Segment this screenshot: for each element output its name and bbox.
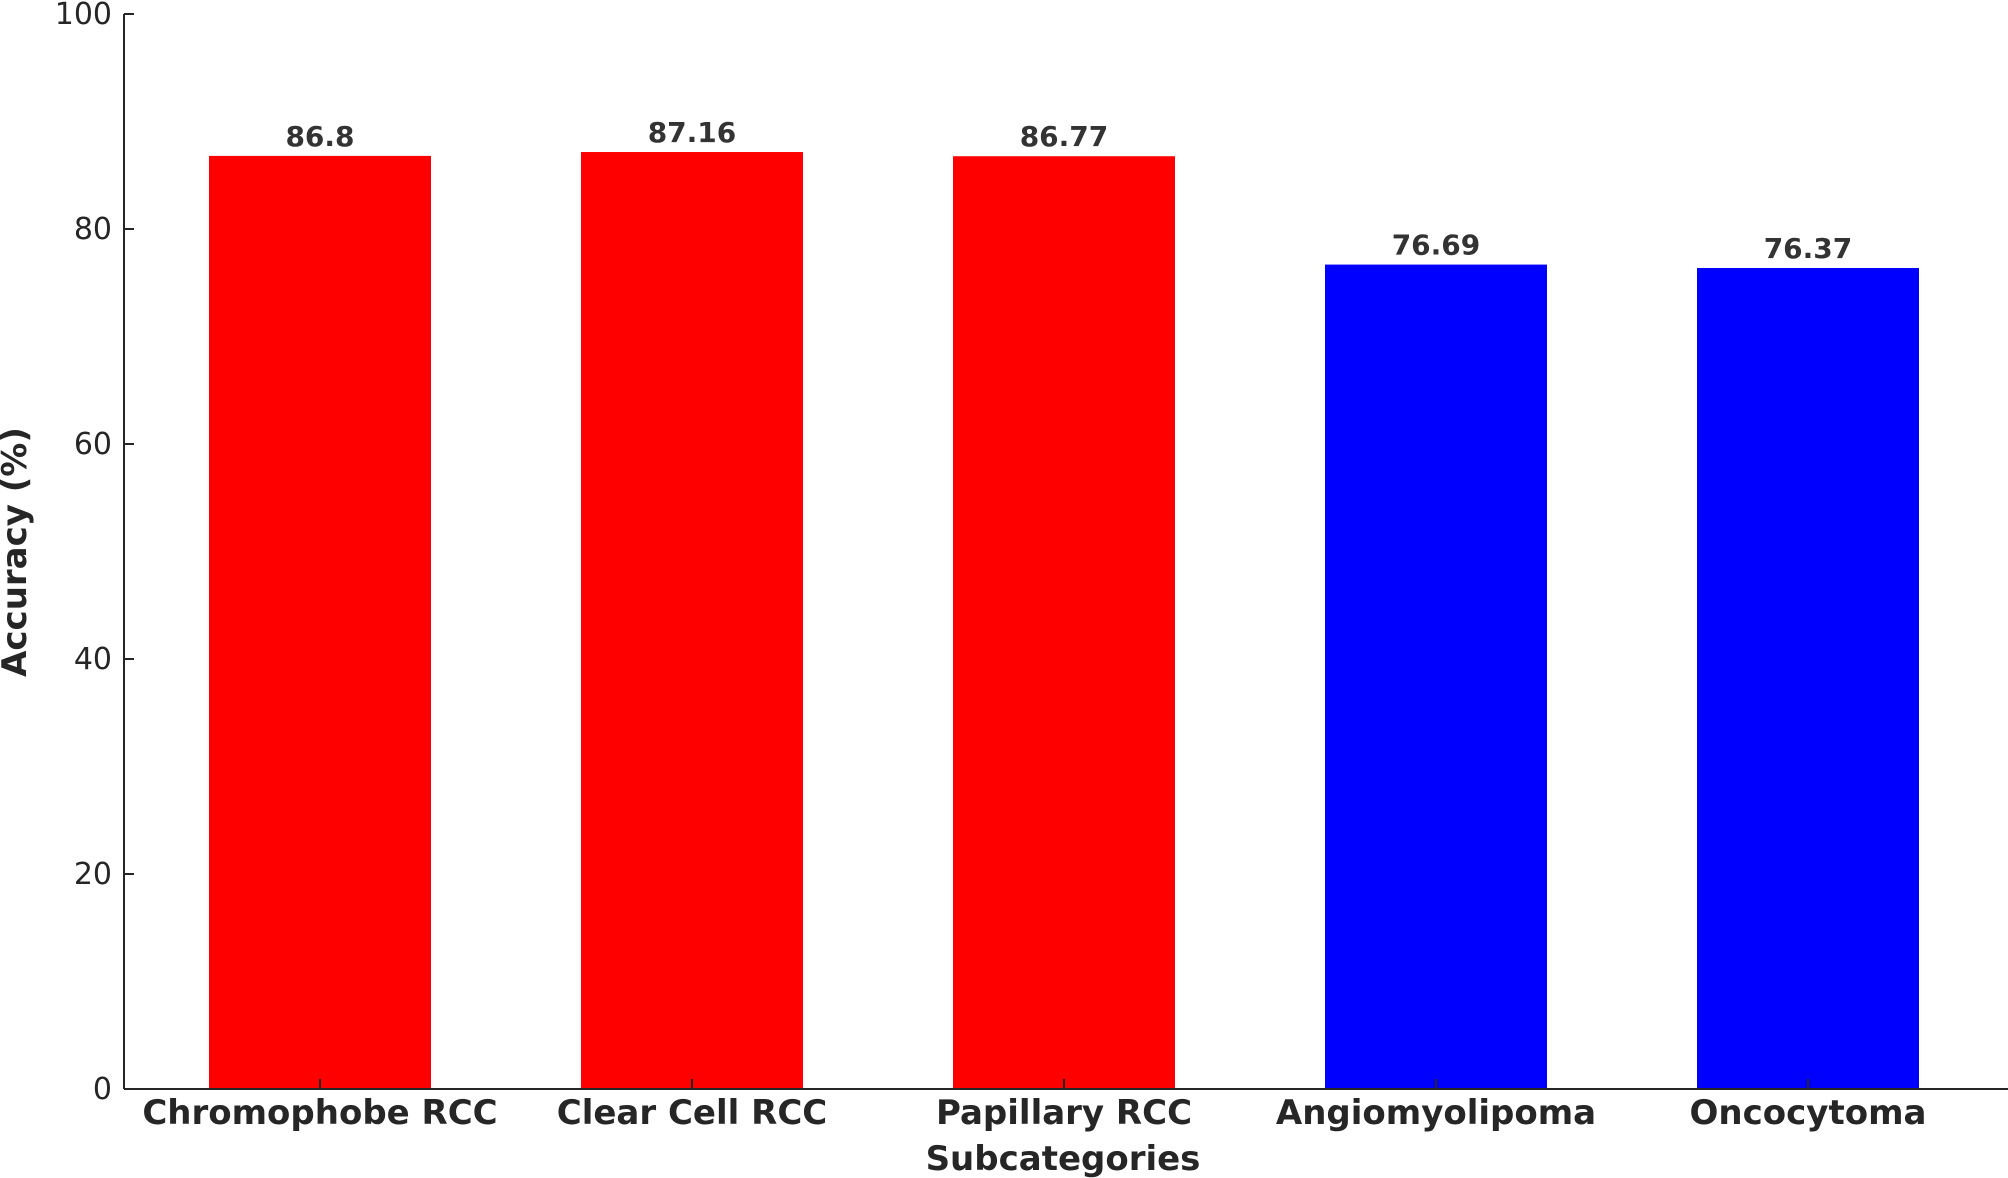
value-labels-group: 86.8 87.16 86.77 76.69 76.37 bbox=[285, 116, 1852, 265]
bar-value-label: 86.77 bbox=[1020, 120, 1109, 153]
bar-chromophobe-rcc bbox=[209, 155, 431, 1089]
bar-oncocytoma bbox=[1697, 268, 1919, 1090]
y-tick-label: 0 bbox=[93, 1072, 112, 1107]
bar-value-label: 76.69 bbox=[1392, 229, 1481, 262]
y-axis-title: Accuracy (%) bbox=[0, 427, 35, 677]
x-tick-label: Oncocytoma bbox=[1690, 1093, 1927, 1133]
y-tick-label: 60 bbox=[74, 427, 112, 462]
x-tick-label: Chromophobe RCC bbox=[142, 1093, 497, 1133]
y-axis: 0 20 40 60 80 100 bbox=[55, 0, 134, 1107]
x-tick-label: Clear Cell RCC bbox=[557, 1093, 827, 1133]
bar-value-label: 86.8 bbox=[285, 120, 354, 153]
bar-papillary-rcc bbox=[953, 156, 1175, 1089]
x-axis: Chromophobe RCC Clear Cell RCC Papillary R… bbox=[124, 1079, 2008, 1133]
bar-clear-cell-rcc bbox=[581, 152, 803, 1089]
y-tick-label: 20 bbox=[74, 857, 112, 892]
bars-group bbox=[209, 152, 1919, 1090]
x-tick-label: Papillary RCC bbox=[936, 1093, 1192, 1133]
bar-angiomyolipoma bbox=[1325, 264, 1547, 1089]
x-ticks-group: Chromophobe RCC Clear Cell RCC Papillary R… bbox=[142, 1079, 1926, 1133]
y-tick-label: 80 bbox=[74, 212, 112, 247]
bar-value-label: 87.16 bbox=[648, 116, 737, 149]
x-axis-title: Subcategories bbox=[926, 1139, 1201, 1178]
y-tick-label: 40 bbox=[74, 642, 112, 677]
y-tick-label: 100 bbox=[55, 0, 112, 32]
y-ticks-group: 0 20 40 60 80 100 bbox=[55, 0, 134, 1107]
x-tick-label: Angiomyolipoma bbox=[1276, 1093, 1596, 1133]
bar-value-label: 76.37 bbox=[1764, 232, 1853, 265]
